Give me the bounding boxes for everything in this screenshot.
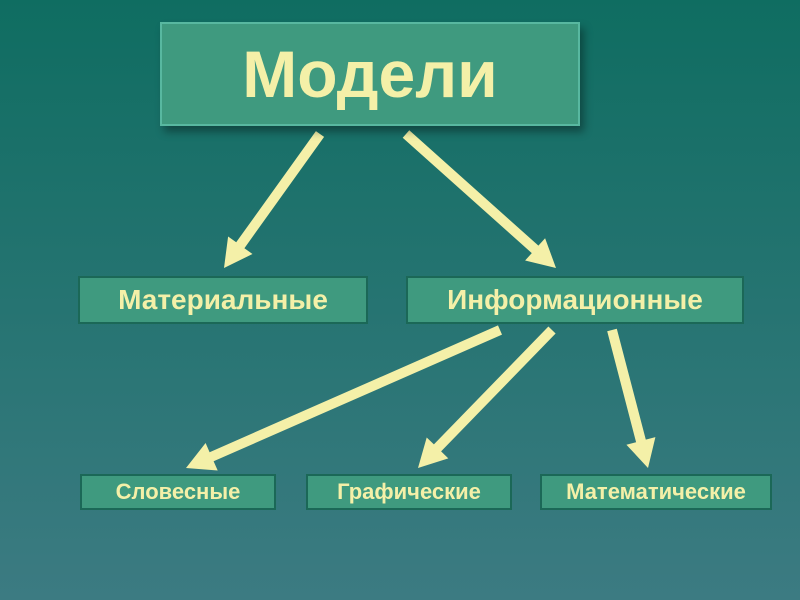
node-label: Модели (242, 36, 498, 112)
node-information: Информационные (406, 276, 744, 324)
node-label: Графические (337, 479, 481, 505)
node-label: Информационные (447, 284, 703, 316)
arrow-information-to-verbal (186, 325, 502, 470)
node-graphic: Графические (306, 474, 512, 510)
diagram-canvas: Модели Материальные Информационные Словесны… (0, 0, 800, 600)
arrow-information-to-math (607, 329, 655, 468)
arrow-root-to-material (224, 131, 324, 268)
arrow-information-to-graphic (418, 327, 556, 469)
arrow-root-to-information (403, 130, 556, 268)
node-math: Математические (540, 474, 772, 510)
node-label: Словесные (116, 479, 241, 505)
node-root: Модели (160, 22, 580, 126)
node-label: Материальные (118, 284, 328, 316)
node-label: Математические (566, 479, 746, 505)
node-verbal: Словесные (80, 474, 276, 510)
node-material: Материальные (78, 276, 368, 324)
